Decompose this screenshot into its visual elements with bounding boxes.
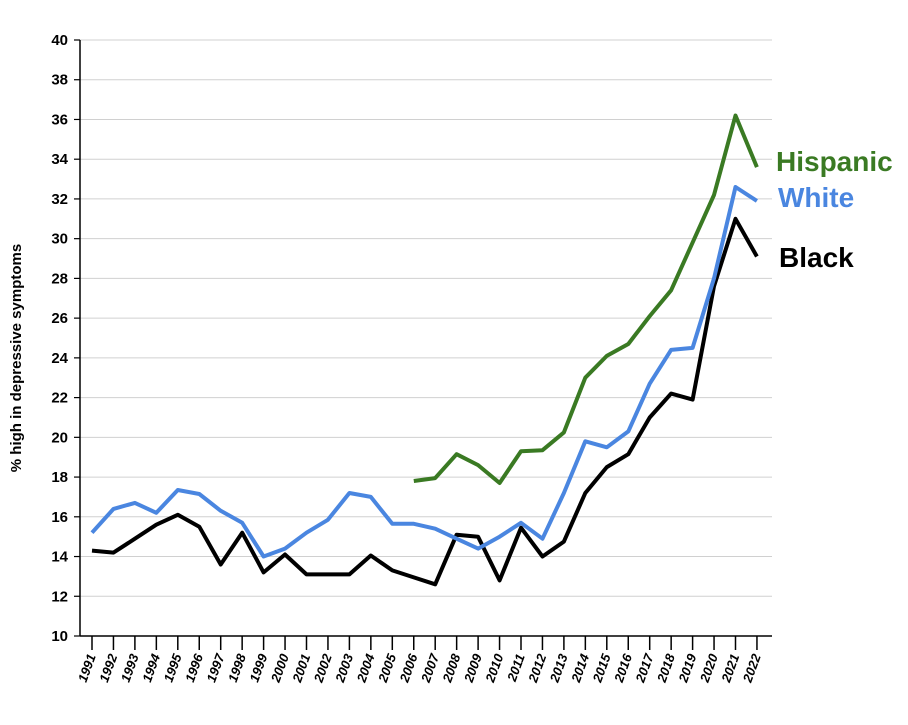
y-tick-label: 22	[51, 390, 68, 407]
x-tick-label: 2020	[697, 651, 722, 685]
x-tick-label: 2001	[289, 652, 313, 685]
series-labels: Hispanic White Black	[776, 146, 893, 273]
y-tick-label: 30	[51, 231, 68, 248]
y-tick-labels: 10 12 14 16 18 20 22 24 26 28 30 32 34 36 38 40	[51, 32, 80, 645]
series-label-white: White	[778, 182, 854, 213]
x-tick-label: 2003	[332, 651, 357, 685]
x-tick-label: 2002	[310, 651, 335, 685]
x-tick-label: 2016	[611, 651, 636, 685]
x-tick-label: 2006	[396, 651, 421, 685]
x-tick-label: 2013	[546, 651, 571, 685]
x-tick-label: 2000	[268, 651, 293, 685]
y-tick-label: 32	[51, 191, 68, 208]
x-tick-label: 2010	[482, 651, 507, 685]
x-tick-label: 2014	[568, 651, 593, 685]
x-tick-label: 2022	[739, 651, 764, 685]
series-line-black	[91, 216, 759, 587]
y-tick-label: 12	[51, 588, 68, 605]
x-tick-label: 2019	[675, 651, 700, 685]
axes	[79, 40, 772, 637]
y-tick-label: 36	[51, 111, 68, 128]
series-line-white	[90, 185, 758, 559]
y-axis-label: % high in depressive symptoms	[8, 244, 25, 472]
x-tick-label: 2021	[718, 652, 742, 685]
x-tick-label: 2005	[375, 651, 400, 685]
series-lines	[90, 113, 759, 587]
gridlines	[80, 39, 772, 597]
y-tick-label: 34	[51, 151, 68, 168]
y-tick-label: 24	[51, 350, 68, 367]
x-tick-labels: 1991199219931994199519961997199819992000…	[75, 636, 764, 685]
y-tick-label: 20	[51, 429, 68, 446]
series-line-hispanic	[413, 113, 759, 485]
x-tick-label: 2007	[418, 651, 443, 685]
x-tick-label: 2017	[632, 651, 657, 685]
y-tick-label: 16	[51, 509, 68, 526]
x-tick-label: 2004	[353, 651, 378, 685]
y-tick-label: 40	[51, 32, 68, 49]
x-tick-label: 2018	[654, 651, 679, 685]
y-tick-label: 10	[51, 628, 68, 645]
x-tick-label: 2009	[461, 651, 486, 685]
y-tick-label: 14	[51, 549, 68, 566]
series-label-hispanic: Hispanic	[776, 146, 893, 177]
series-label-black: Black	[779, 242, 854, 273]
y-tick-label: 38	[51, 72, 68, 89]
y-tick-label: 18	[51, 469, 68, 486]
y-tick-label: 28	[51, 270, 68, 287]
y-tick-label: 26	[51, 310, 68, 327]
x-tick-label: 2015	[589, 651, 614, 685]
x-tick-label: 2012	[525, 651, 550, 685]
x-tick-label: 2008	[439, 651, 464, 685]
